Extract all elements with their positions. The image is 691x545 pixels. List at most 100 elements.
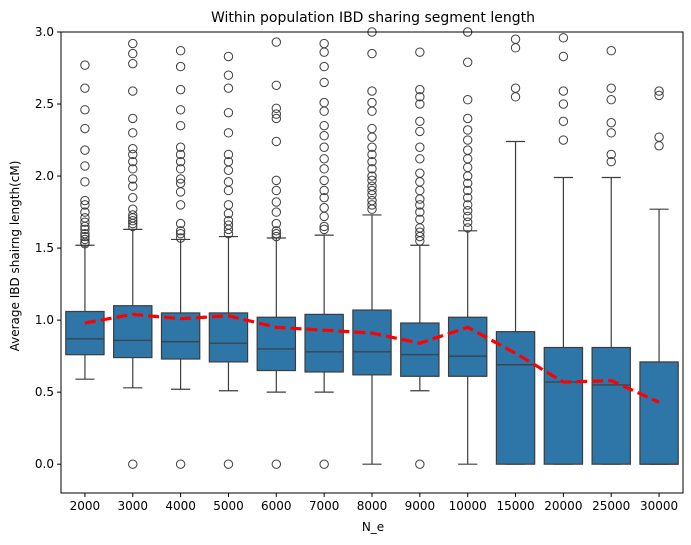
outlier-point	[128, 48, 138, 59]
x-tick-label: 8000	[357, 499, 388, 513]
outlier-point	[128, 149, 138, 160]
outlier-point	[415, 227, 425, 237]
outlier-point	[271, 231, 282, 242]
outlier-point	[175, 156, 186, 167]
outlier-point	[462, 162, 473, 173]
outlier-point	[80, 177, 90, 187]
outlier-point	[80, 228, 90, 239]
outlier-point	[367, 200, 377, 210]
outlier-point	[415, 142, 425, 152]
outlier-point	[223, 128, 234, 138]
outlier-point	[462, 154, 473, 164]
outlier-point	[271, 136, 282, 147]
outlier-point	[128, 210, 138, 220]
outlier-point	[415, 214, 425, 224]
outlier-point	[367, 149, 377, 160]
outlier-point	[319, 164, 329, 174]
outlier-point	[175, 61, 186, 72]
outlier-point	[415, 177, 425, 187]
outlier-point	[271, 197, 282, 207]
outlier-point	[223, 107, 234, 118]
outlier-point	[175, 142, 186, 152]
outlier-point	[175, 178, 186, 188]
outlier-point	[367, 195, 377, 206]
outlier-point	[606, 83, 616, 93]
outlier-point	[415, 154, 425, 164]
x-tick-label: 6000	[261, 499, 292, 513]
outlier-point	[128, 156, 138, 167]
x-tick-label: 5000	[213, 499, 244, 513]
outlier-point	[462, 185, 473, 196]
y-axis-label: Average IBD shairng length(cM)	[8, 161, 22, 352]
y-tick-label: 2.0	[35, 169, 54, 183]
outlier-point	[128, 181, 138, 191]
outlier-point	[462, 223, 473, 233]
outlier-point	[80, 105, 90, 115]
x-tick-label: 3000	[117, 499, 148, 513]
x-tick-label: 20000	[544, 499, 582, 513]
outlier-point	[223, 220, 234, 230]
outlier-point	[271, 459, 282, 469]
outlier-point	[271, 226, 282, 236]
outlier-point	[319, 203, 329, 213]
y-tick-label: 2.5	[35, 97, 54, 111]
outlier-point	[175, 187, 186, 197]
outlier-point	[223, 83, 234, 93]
outlier-point	[462, 178, 473, 188]
outlier-point	[223, 149, 234, 160]
outlier-point	[80, 200, 90, 210]
outlier-point	[462, 95, 473, 105]
x-tick-label: 4000	[165, 499, 196, 513]
outlier-point	[128, 113, 138, 124]
outlier-point	[271, 207, 282, 217]
outlier-point	[367, 156, 377, 167]
outlier-point	[367, 164, 377, 174]
outlier-point	[128, 143, 138, 154]
outlier-point	[175, 174, 186, 184]
outlier-point	[319, 459, 329, 469]
plot-frame	[60, 31, 684, 494]
outlier-point	[367, 175, 377, 186]
box	[208, 312, 249, 363]
outlier-point	[558, 99, 569, 109]
outlier-point	[510, 43, 521, 53]
y-tick-label: 0.5	[35, 385, 54, 399]
box	[495, 331, 536, 465]
outlier-point	[606, 128, 616, 138]
outlier-point	[319, 221, 329, 232]
outlier-point	[415, 185, 425, 196]
outlier-point	[80, 195, 90, 206]
outlier-point	[319, 120, 329, 131]
outlier-point	[223, 51, 234, 62]
outlier-point	[128, 164, 138, 174]
outlier-point	[367, 97, 377, 108]
box	[160, 312, 201, 360]
outlier-point	[558, 116, 569, 127]
outlier-point	[319, 77, 329, 88]
outlier-point	[271, 103, 282, 114]
outlier-point	[319, 175, 329, 186]
outlier-point	[319, 97, 329, 108]
outlier-point	[80, 145, 90, 155]
outlier-point	[462, 125, 473, 135]
outlier-point	[606, 95, 616, 105]
outlier-point	[80, 224, 90, 235]
outlier-point	[319, 154, 329, 164]
outlier-point	[175, 226, 186, 236]
outlier-point	[462, 135, 473, 145]
outlier-point	[606, 46, 616, 56]
outlier-point	[128, 216, 138, 226]
outlier-point	[271, 80, 282, 91]
outlier-point	[271, 109, 282, 119]
outlier-point	[80, 231, 90, 242]
outlier-point	[415, 116, 425, 127]
outlier-point	[462, 113, 473, 124]
x-tick-label: 25000	[592, 499, 630, 513]
outlier-point	[367, 181, 377, 191]
outlier-point	[415, 194, 425, 204]
outlier-point	[415, 47, 425, 57]
outlier-point	[175, 200, 186, 210]
outlier-point	[128, 192, 138, 203]
outlier-point	[223, 185, 234, 196]
outlier-point	[271, 218, 282, 229]
